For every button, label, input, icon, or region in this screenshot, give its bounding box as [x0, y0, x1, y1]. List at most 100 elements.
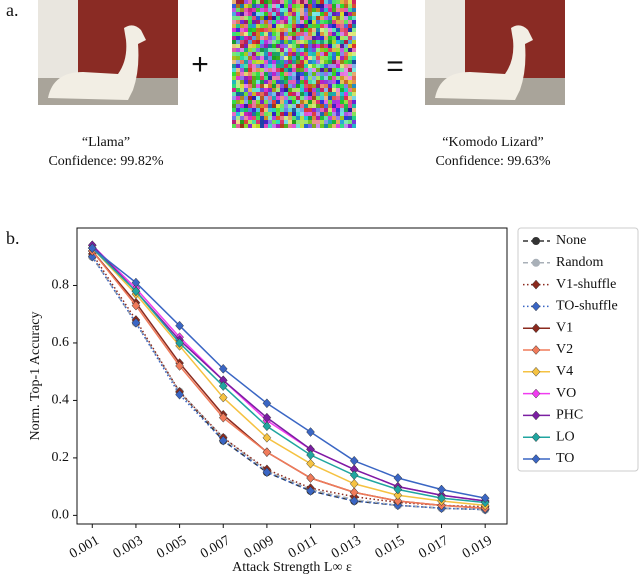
- noise-pixel: [344, 100, 348, 104]
- noise-pixel: [252, 88, 256, 92]
- noise-pixel: [304, 84, 308, 88]
- noise-pixel: [320, 68, 324, 72]
- marker: [349, 455, 359, 466]
- noise-pixel: [252, 108, 256, 112]
- noise-pixel: [272, 48, 276, 52]
- series-line: [91, 256, 486, 511]
- noise-pixel: [328, 16, 332, 20]
- noise-pixel: [280, 104, 284, 108]
- noise-pixel: [236, 16, 240, 20]
- noise-pixel: [348, 4, 352, 8]
- noise-pixel: [312, 96, 316, 100]
- noise-pixel: [232, 24, 236, 28]
- noise-pixel: [268, 44, 272, 48]
- noise-pixel: [268, 108, 272, 112]
- noise-pixel: [268, 28, 272, 32]
- noise-pixel: [320, 96, 324, 100]
- noise-pixel: [320, 48, 324, 52]
- noise-pixel: [324, 44, 328, 48]
- noise-pixel: [268, 112, 272, 116]
- noise-pixel: [244, 40, 248, 44]
- noise-pixel: [312, 92, 316, 96]
- noise-pixel: [244, 80, 248, 84]
- noise-pixel: [248, 76, 252, 80]
- noise-pixel: [272, 44, 276, 48]
- noise-pixel: [340, 32, 344, 36]
- noise-pixel: [248, 72, 252, 76]
- noise-pixel: [324, 124, 328, 128]
- noise-pixel: [348, 24, 352, 28]
- noise-pixel: [332, 48, 336, 52]
- noise-pixel: [288, 120, 292, 124]
- noise-pixel: [352, 32, 356, 36]
- noise-pixel: [320, 44, 324, 48]
- noise-pixel: [260, 32, 264, 36]
- noise-pixel: [268, 48, 272, 52]
- noise-pixel: [240, 20, 244, 24]
- noise-pixel: [292, 48, 296, 52]
- noise-pixel: [252, 0, 256, 4]
- noise-pixel: [268, 20, 272, 24]
- noise-pixel: [236, 60, 240, 64]
- noise-pixel: [348, 36, 352, 40]
- noise-pixel: [352, 44, 356, 48]
- noise-pixel: [236, 4, 240, 8]
- noise-pixel: [292, 88, 296, 92]
- noise-pixel: [304, 116, 308, 120]
- noise-pixel: [232, 28, 236, 32]
- noise-pixel: [248, 92, 252, 96]
- noise-pixel: [300, 24, 304, 28]
- noise-pixel: [248, 20, 252, 24]
- noise-pixel: [268, 0, 272, 4]
- noise-pixel: [272, 52, 276, 56]
- noise-pixel: [296, 48, 300, 52]
- noise-pixel: [252, 28, 256, 32]
- noise-pixel: [312, 48, 316, 52]
- noise-pixel: [328, 120, 332, 124]
- noise-pixel: [252, 52, 256, 56]
- noise-pixel: [240, 28, 244, 32]
- noise-pixel: [256, 24, 260, 28]
- noise-pixel: [352, 116, 356, 120]
- noise-pixel: [336, 96, 340, 100]
- noise-pixel: [276, 40, 280, 44]
- noise-pixel: [336, 60, 340, 64]
- noise-pixel: [320, 108, 324, 112]
- noise-pixel: [280, 8, 284, 12]
- noise-pixel: [240, 68, 244, 72]
- noise-pixel: [336, 24, 340, 28]
- noise-pixel: [344, 8, 348, 12]
- noise-pixel: [232, 0, 236, 4]
- noise-pixel: [288, 108, 292, 112]
- legend-label: VO: [556, 386, 576, 401]
- legend-marker: [531, 388, 541, 399]
- noise-pixel: [312, 20, 316, 24]
- noise-pixel: [252, 32, 256, 36]
- noise-pixel: [292, 100, 296, 104]
- x-tick-label: 0.005: [154, 533, 189, 562]
- noise-pixel: [328, 40, 332, 44]
- noise-pixel: [320, 20, 324, 24]
- noise-pixel: [324, 68, 328, 72]
- noise-pixel: [352, 4, 356, 8]
- noise-pixel: [232, 52, 236, 56]
- noise-pixel: [252, 44, 256, 48]
- noise-pixel: [252, 96, 256, 100]
- noise-pixel: [292, 60, 296, 64]
- noise-pixel: [304, 16, 308, 20]
- noise-pixel: [324, 112, 328, 116]
- noise-pixel: [236, 68, 240, 72]
- noise-pixel: [240, 76, 244, 80]
- noise-pixel: [288, 12, 292, 16]
- noise-pixel: [288, 8, 292, 12]
- marker: [393, 490, 403, 501]
- marker: [306, 450, 315, 460]
- noise-pixel: [244, 28, 248, 32]
- noise-pixel: [264, 52, 268, 56]
- noise-pixel: [336, 112, 340, 116]
- noise-pixel: [276, 52, 280, 56]
- noise-pixel: [308, 4, 312, 8]
- noise-pixel: [348, 60, 352, 64]
- x-axis-label: Attack Strength L∞ ε: [232, 560, 352, 575]
- series-line: [91, 256, 486, 511]
